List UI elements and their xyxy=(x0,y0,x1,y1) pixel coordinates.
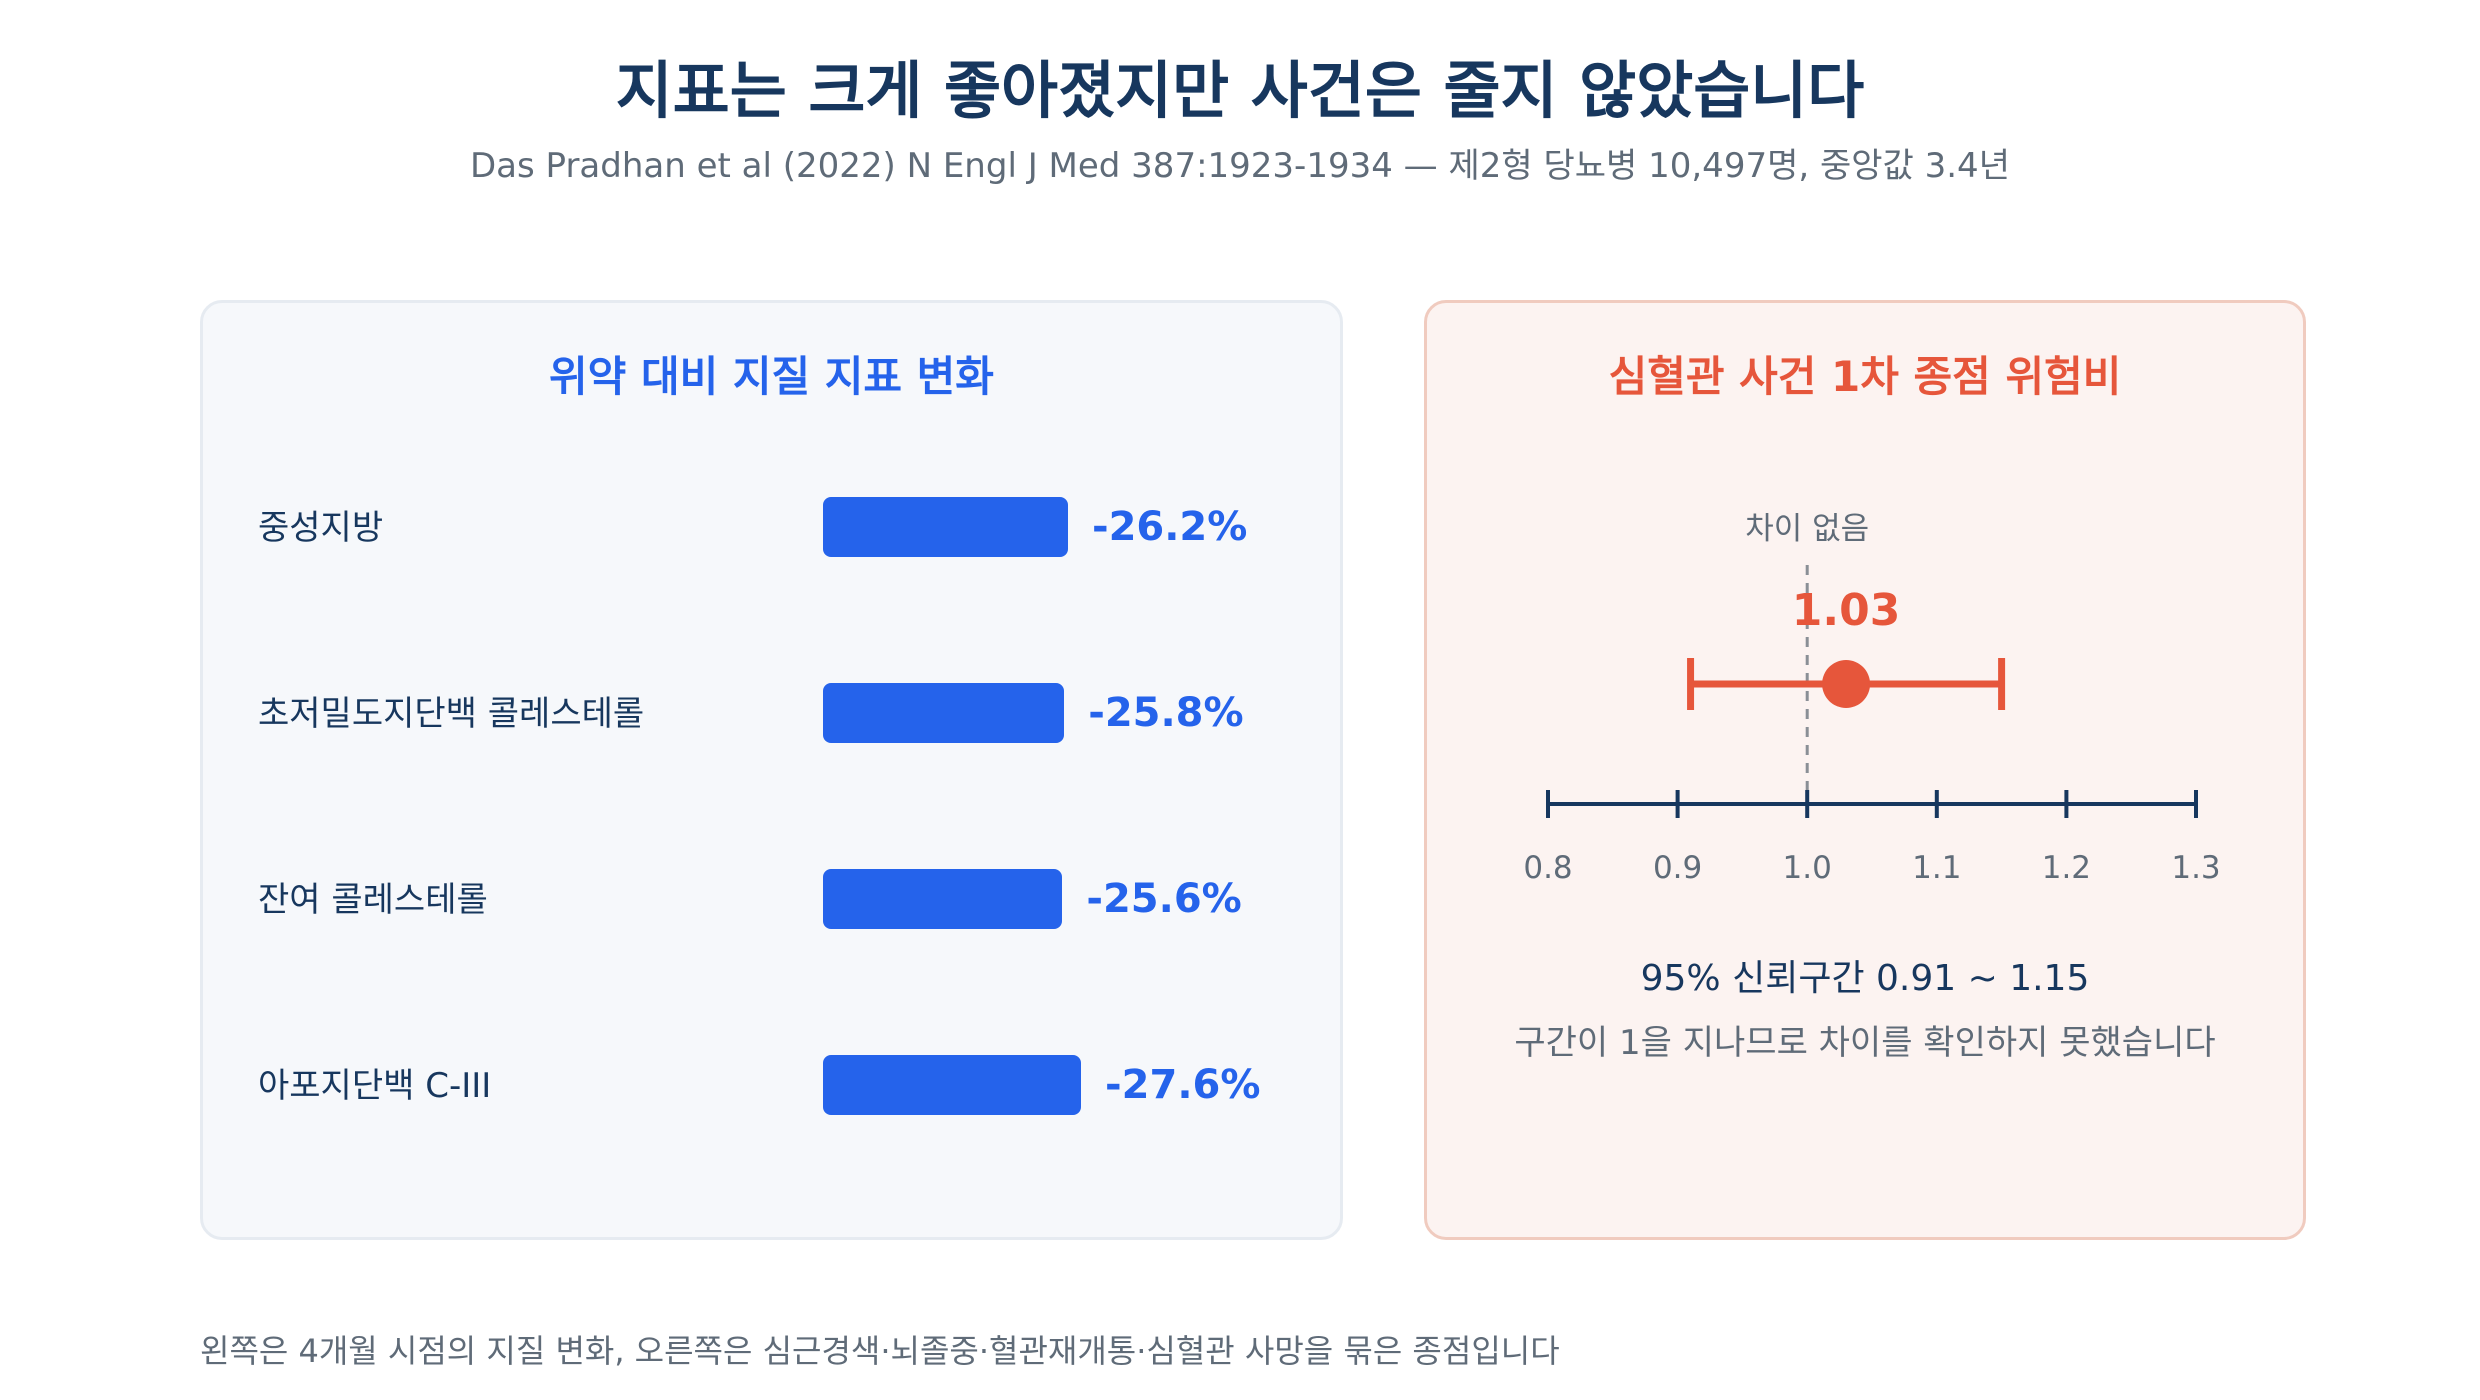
x-tick-label: 1.3 xyxy=(2171,850,2220,886)
bar-label-apoc3: 아포지단백 C-III xyxy=(258,1066,492,1106)
reference-label: 차이 없음 xyxy=(1745,511,1869,547)
bar-value-triglycerides: -26.2% xyxy=(1091,504,1248,550)
footnote: 왼쪽은 4개월 시점의 지질 변화, 오른쪽은 심근경색·뇌졸중·혈관재개통·심… xyxy=(200,1332,1560,1370)
page-subtitle: Das Pradhan et al (2022) N Engl J Med 38… xyxy=(470,146,2010,186)
bar-label-triglycerides: 중성지방 xyxy=(258,508,384,548)
hazard-ratio-point xyxy=(1822,660,1871,708)
x-tick-label: 1.2 xyxy=(2042,850,2091,886)
bar-apoc3 xyxy=(823,1055,1082,1115)
x-axis-ticks: 0.8 0.9 1.0 1.1 1.2 1.3 xyxy=(1523,790,2221,886)
confidence-interval-text: 95% 신뢰구간 0.91 ~ 1.15 xyxy=(1640,958,2090,999)
bar-label-vldl-cholesterol: 초저밀도지단백 콜레스테롤 xyxy=(258,694,645,734)
x-tick-label: 1.1 xyxy=(1912,850,1961,886)
hazard-ratio-value-label: 1.03 xyxy=(1792,585,1901,636)
bar-value-apoc3: -27.6% xyxy=(1105,1062,1261,1108)
x-tick-label: 0.8 xyxy=(1523,850,1572,886)
x-tick-label: 1.0 xyxy=(1783,850,1832,886)
forest-plot: 차이 없음 0.8 0.9 1.0 1.1 1.2 1.3 1.03 xyxy=(1523,511,2221,886)
page-title: 지표는 크게 좋아졌지만 사건은 줄지 않았습니다 xyxy=(615,54,1865,127)
hazard-ratio-panel: 심혈관 사건 1차 종점 위험비 차이 없음 0.8 0.9 1.0 1.1 1.2 1.… xyxy=(1424,300,2306,1240)
bar-triglycerides xyxy=(823,497,1068,557)
lipid-panel-title: 위약 대비 지질 지표 변화 xyxy=(549,352,994,401)
lipid-change-panel: 위약 대비 지질 지표 변화 중성지방 -26.2% 초저밀도지단백 콜레스테롤… xyxy=(200,300,1343,1240)
bar-vldl-cholesterol xyxy=(823,683,1065,743)
bar-remnant-cholesterol xyxy=(823,869,1063,929)
bar-value-remnant-cholesterol: -25.6% xyxy=(1086,876,1242,922)
bar-label-remnant-cholesterol: 잔여 콜레스테롤 xyxy=(258,880,488,920)
hazard-panel-title: 심혈관 사건 1차 종점 위험비 xyxy=(1608,352,2122,401)
x-tick-label: 0.9 xyxy=(1653,850,1702,886)
bar-value-vldl-cholesterol: -25.8% xyxy=(1088,690,1244,736)
interpretation-note: 구간이 1을 지나므로 차이를 확인하지 못했습니다 xyxy=(1514,1023,2216,1063)
